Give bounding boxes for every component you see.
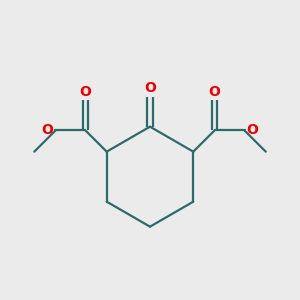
Text: O: O (144, 81, 156, 95)
Text: O: O (208, 85, 220, 99)
Text: O: O (80, 85, 92, 99)
Text: O: O (42, 124, 53, 137)
Text: O: O (247, 124, 258, 137)
